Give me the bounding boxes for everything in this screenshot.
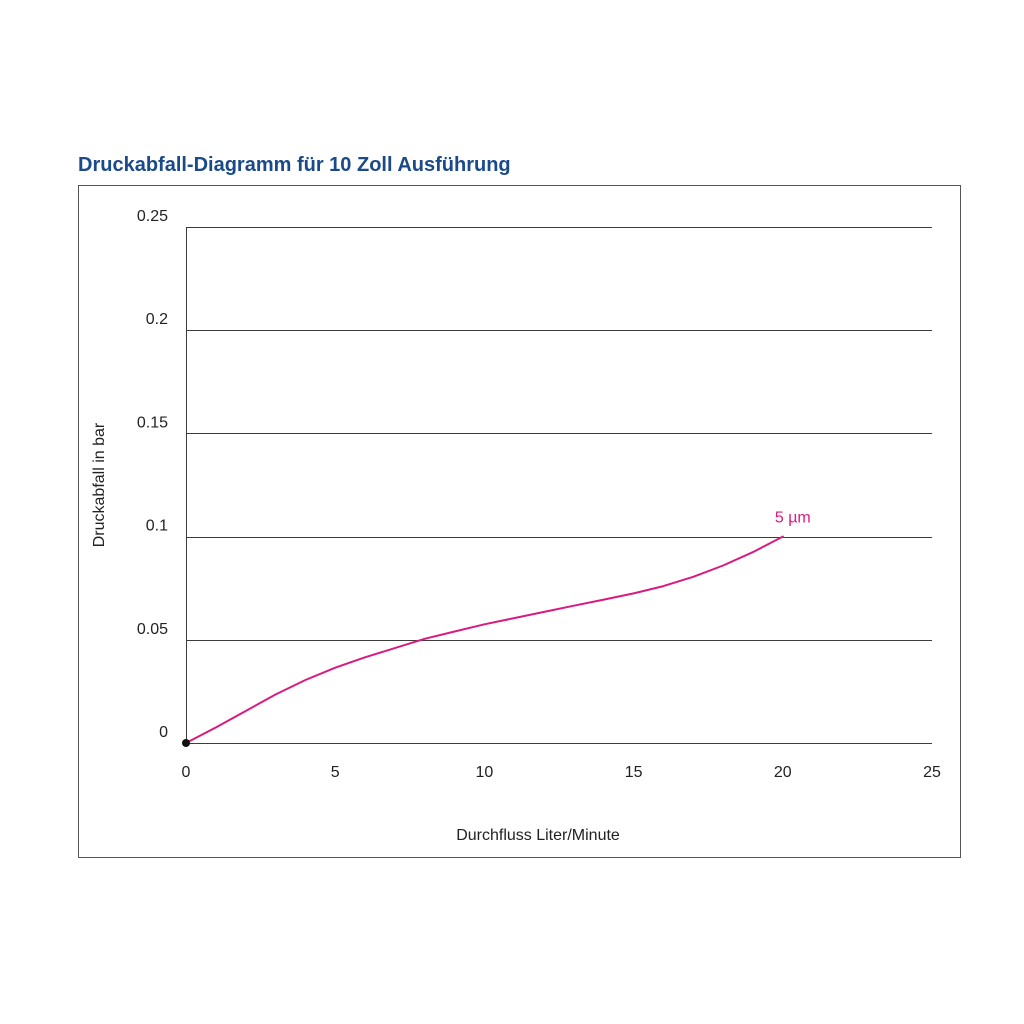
y-tick-label: 0.1 xyxy=(146,518,168,535)
y-tick-label: 0.2 xyxy=(146,311,168,328)
y-tick-labels: 0 0.05 0.1 0.15 0.2 0.25 xyxy=(137,208,168,741)
origin-point xyxy=(182,739,190,747)
gridlines xyxy=(186,227,932,744)
x-tick-label: 25 xyxy=(923,764,941,781)
x-tick-label: 15 xyxy=(625,764,643,781)
y-axis-label: Druckabfall in bar xyxy=(91,422,108,547)
y-tick-label: 0.05 xyxy=(137,621,168,638)
x-tick-label: 0 xyxy=(182,764,191,781)
x-tick-labels: 0 5 10 15 20 25 xyxy=(182,764,941,781)
series-line-0 xyxy=(185,535,784,744)
x-tick-label: 5 xyxy=(331,764,340,781)
series-label: 5 µm xyxy=(775,510,811,527)
x-tick-label: 20 xyxy=(774,764,792,781)
y-tick-label: 0 xyxy=(159,724,168,741)
x-tick-label: 10 xyxy=(476,764,494,781)
y-tick-label: 0.15 xyxy=(137,414,168,431)
y-tick-label: 0.25 xyxy=(137,208,168,225)
chart-frame xyxy=(78,185,961,858)
chart-title: Druckabfall-Diagramm für 10 Zoll Ausführ… xyxy=(78,154,511,176)
series-layer: 5 µm xyxy=(182,510,811,747)
x-axis-label: Durchfluss Liter/Minute xyxy=(456,827,620,844)
